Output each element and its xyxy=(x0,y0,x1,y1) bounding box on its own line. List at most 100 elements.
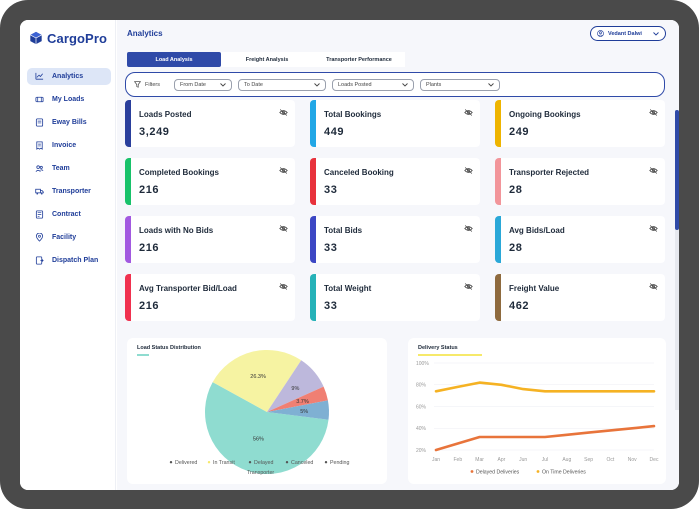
filter-select-value: To Date xyxy=(243,81,263,88)
eye-slash-icon[interactable] xyxy=(279,225,288,232)
sidebar-item-my-loads[interactable]: My Loads xyxy=(27,91,111,108)
legend-marker xyxy=(169,461,173,464)
kpi-label: Total Bids xyxy=(324,226,363,235)
pie-slice-canceled[interactable] xyxy=(267,386,328,412)
kpi-card-avg-transporter-bid-load: Avg Transporter Bid/Load 216 xyxy=(125,274,295,321)
filter-select-to-date[interactable]: To Date xyxy=(237,78,326,91)
tab-transporter-performance[interactable]: Transporter Performance xyxy=(313,52,405,67)
series-line-delayed-deliveries[interactable] xyxy=(434,424,656,452)
facility-icon xyxy=(35,233,44,242)
sidebar-item-eway-bills[interactable]: Eway Bills xyxy=(27,114,111,131)
chart-line-icon xyxy=(35,72,44,80)
sidebar-item-dispatch-plan[interactable]: Dispatch Plan xyxy=(27,252,111,269)
chevron-down-icon xyxy=(488,82,494,87)
kpi-value: 462 xyxy=(509,300,530,312)
y-tick-label: 20% xyxy=(416,448,427,454)
series-line-on-time-deliveries[interactable] xyxy=(434,381,656,393)
chevron-down-icon xyxy=(220,82,226,87)
x-tick-label: Sep xyxy=(584,457,593,463)
sidebar-item-transporter[interactable]: Transporter xyxy=(27,183,111,200)
eye-slash-icon[interactable] xyxy=(464,167,473,174)
pie-data-label: 3.7% xyxy=(296,399,309,405)
kpi-value: 28 xyxy=(509,184,523,196)
x-tick-label: Mar xyxy=(475,457,484,463)
sidebar-item-facility[interactable]: Facility xyxy=(27,229,111,246)
x-tick-label: Aug xyxy=(562,457,571,463)
y-tick-label: 80% xyxy=(416,383,427,389)
filter-select-value: Plants xyxy=(425,81,442,88)
chevron-down-icon xyxy=(402,82,408,87)
legend-label: Canceled xyxy=(291,460,313,466)
user-name: Vedant Dalwi xyxy=(608,30,642,37)
eye-slash-icon[interactable] xyxy=(279,167,288,174)
filter-funnel-icon xyxy=(134,81,141,88)
pie-chart-panel: Load Status Distribution 56% 26.3% 9% 3.7% 5… xyxy=(127,338,387,484)
pie-data-label: 26.3% xyxy=(250,374,266,380)
legend-label: On Time Deliveries xyxy=(542,470,586,476)
scrollbar-thumb[interactable] xyxy=(675,110,679,230)
logo: CargoPro xyxy=(29,30,107,46)
user-menu[interactable]: Vedant Dalwi xyxy=(590,26,666,41)
sidebar-item-team[interactable]: Team xyxy=(27,160,111,177)
legend-label: Delayed Deliveries xyxy=(476,470,520,476)
eye-slash-icon[interactable] xyxy=(279,283,288,290)
kpi-value: 33 xyxy=(324,300,338,312)
sidebar-item-label: Facility xyxy=(52,234,77,241)
eye-slash-icon[interactable] xyxy=(649,283,658,290)
sidebar-item-contract[interactable]: Contract xyxy=(27,206,111,223)
eye-slash-icon[interactable] xyxy=(464,283,473,290)
tab-load-analysis[interactable]: Load Analysis xyxy=(127,52,221,67)
x-tick-label: Feb xyxy=(453,457,462,463)
pie-data-label: 5% xyxy=(300,409,308,415)
kpi-value: 216 xyxy=(139,184,160,196)
kpi-value: 216 xyxy=(139,242,160,254)
y-tick-label: 100% xyxy=(416,361,429,367)
pie-slice-delivered[interactable] xyxy=(204,382,329,475)
eye-slash-icon[interactable] xyxy=(279,109,288,116)
eye-slash-icon[interactable] xyxy=(464,225,473,232)
kpi-card-canceled-booking: Canceled Booking 33 xyxy=(310,158,480,205)
scrollbar-track[interactable] xyxy=(675,110,679,410)
legend-label: In Transit xyxy=(213,460,235,466)
kpi-label: Freight Value xyxy=(509,284,560,293)
sidebar-item-analytics[interactable]: Analytics xyxy=(27,68,111,85)
sidebar-item-label: Transporter xyxy=(52,188,91,195)
app-name: CargoPro xyxy=(47,30,108,46)
chevron-down-icon xyxy=(653,31,659,36)
eye-slash-icon[interactable] xyxy=(649,109,658,116)
kpi-card-completed-bookings: Completed Bookings 216 xyxy=(125,158,295,205)
filter-bar: Filters From Date To Date Loads Posted Plan… xyxy=(125,72,665,97)
tab-freight-analysis[interactable]: Freight Analysis xyxy=(221,52,313,67)
x-tick-label: Apr xyxy=(498,457,506,463)
dispatch-icon xyxy=(35,256,44,265)
eye-slash-icon[interactable] xyxy=(649,225,658,232)
kpi-label: Total Bookings xyxy=(324,110,382,119)
pie-slice-delayed[interactable] xyxy=(267,360,324,412)
sidebar-item-label: My Loads xyxy=(52,96,85,103)
pie-slice-pending[interactable] xyxy=(267,400,329,420)
pie-slice-in-transit[interactable] xyxy=(212,350,302,412)
filter-select-loads-posted[interactable]: Loads Posted xyxy=(331,78,414,91)
kpi-label: Avg Transporter Bid/Load xyxy=(139,284,237,293)
kpi-value: 33 xyxy=(324,242,338,254)
pie-title-underline xyxy=(137,354,149,356)
sidebar-item-invoice[interactable]: Invoice xyxy=(27,137,111,154)
app-screen: CargoPro Analytics My Loads Eway Bills Invo… xyxy=(20,20,679,490)
pie-data-label: 56% xyxy=(253,437,264,443)
legend-label: Delivered xyxy=(175,460,197,466)
eye-slash-icon[interactable] xyxy=(464,109,473,116)
user-icon xyxy=(597,30,604,37)
sidebar-item-label: Dispatch Plan xyxy=(52,257,99,264)
sidebar-item-label: Analytics xyxy=(52,73,84,80)
kpi-value: 3,249 xyxy=(139,126,170,138)
kpi-card-freight-value: Freight Value 462 xyxy=(495,274,665,321)
eye-slash-icon[interactable] xyxy=(649,167,658,174)
filter-select-from-date[interactable]: From Date xyxy=(173,78,232,91)
legend-label: Transporter xyxy=(247,470,274,476)
cube-logo-icon xyxy=(30,31,42,45)
kpi-label: Loads Posted xyxy=(139,110,192,119)
pie-chart: 56% 26.3% 9% 3.7% 5% Delivered In Transit Delay… xyxy=(169,350,349,476)
filter-select-plants[interactable]: Plants xyxy=(419,78,500,91)
legend-marker xyxy=(536,470,540,473)
x-tick-label: Jan xyxy=(432,457,440,463)
